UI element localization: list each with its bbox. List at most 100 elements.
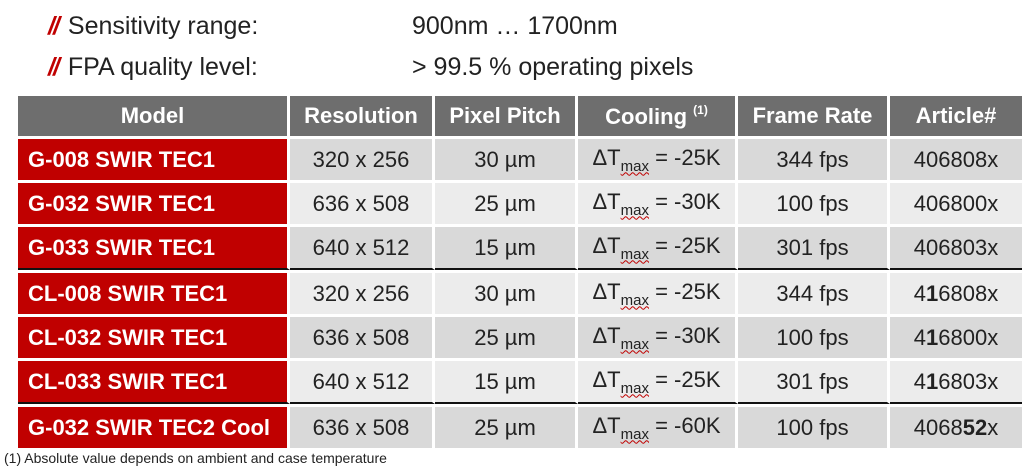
article-prefix: 4068 [913, 414, 963, 440]
delta-t-symbol: ΔT [592, 412, 621, 438]
resolution-cell: 636 x 508 [290, 180, 435, 224]
spec-value: 900nm … 1700nm [412, 12, 618, 40]
spec-label: FPA quality level: [67, 53, 258, 81]
article-prefix: 4 [913, 280, 927, 306]
delta-t-subscript: max [620, 379, 649, 397]
header-article: Article# [890, 96, 1022, 136]
delta-t-subscript: max [620, 157, 649, 175]
pixel-pitch-cell: 30 µm [435, 270, 578, 314]
spec-line-sensitivity: //Sensitivity range: 900nm … 1700nm [48, 8, 618, 44]
resolution-cell: 636 x 508 [290, 404, 435, 448]
article-suffix: x [987, 414, 999, 440]
resolution-cell: 320 x 256 [290, 136, 435, 180]
model-name: CL-032 SWIR TEC1 [18, 314, 290, 358]
frame-rate-cell: 100 fps [738, 404, 890, 448]
pixel-pitch-cell: 25 µm [435, 404, 578, 448]
pixel-pitch-cell: 25 µm [435, 180, 578, 224]
delta-t-value: = -25K [648, 144, 721, 170]
delta-t-value: = -30K [648, 322, 721, 348]
article-cell: 406808x [890, 136, 1022, 180]
cooling-cell: ΔTmax = -30K [578, 180, 738, 224]
article-cell: 406852x [890, 404, 1022, 448]
article-cell: 406800x [890, 180, 1022, 224]
cooling-cell: ΔTmax = -25K [578, 136, 738, 180]
article-highlight: 52 [962, 414, 988, 440]
table-row: G-032 SWIR TEC2 Cool 636 x 508 25 µm ΔTmax … [18, 404, 1022, 448]
model-name: CL-033 SWIR TEC1 [18, 358, 290, 404]
article-highlight: 1 [926, 280, 939, 306]
article-suffix: 6808x [938, 280, 999, 306]
article-cell: 406803x [890, 224, 1022, 270]
table-row: CL-008 SWIR TEC1 320 x 256 30 µm ΔTmax = -2… [18, 270, 1022, 314]
spec-line-fpa-quality: //FPA quality level: > 99.5 % operating … [48, 49, 693, 85]
cooling-cell: ΔTmax = -25K [578, 358, 738, 404]
delta-t-subscript: max [620, 425, 649, 443]
delta-t-subscript: max [620, 201, 649, 219]
model-name: G-032 SWIR TEC2 Cool [18, 404, 290, 448]
delta-t-subscript: max [620, 291, 649, 309]
article-prefix: 40 [913, 234, 939, 260]
article-suffix: 6800x [938, 190, 999, 216]
footnote-marker: (1) [693, 102, 708, 117]
slash-marker-icon: // [48, 12, 60, 40]
table-row: CL-032 SWIR TEC1 636 x 508 25 µm ΔTmax = -3… [18, 314, 1022, 358]
delta-t-symbol: ΔT [592, 366, 621, 392]
article-suffix: 6808x [938, 146, 999, 172]
header-pixel-pitch: Pixel Pitch [435, 96, 578, 136]
pixel-pitch-cell: 15 µm [435, 358, 578, 404]
delta-t-value: = -25K [648, 278, 721, 304]
header-resolution: Resolution [290, 96, 435, 136]
resolution-cell: 320 x 256 [290, 270, 435, 314]
header-model: Model [18, 96, 290, 136]
resolution-cell: 636 x 508 [290, 314, 435, 358]
table-row: G-008 SWIR TEC1 320 x 256 30 µm ΔTmax = -25… [18, 136, 1022, 180]
article-highlight: 1 [926, 324, 939, 350]
resolution-cell: 640 x 512 [290, 224, 435, 270]
camera-models-table: Model Resolution Pixel Pitch Cooling (1)… [18, 96, 1022, 448]
article-prefix: 4 [913, 368, 927, 394]
spec-label: Sensitivity range: [67, 12, 259, 40]
cooling-cell: ΔTmax = -25K [578, 270, 738, 314]
article-prefix: 40 [913, 190, 939, 216]
model-name: G-033 SWIR TEC1 [18, 224, 290, 270]
delta-t-value: = -25K [648, 232, 721, 258]
article-highlight: 1 [926, 368, 939, 394]
delta-t-subscript: max [620, 245, 649, 263]
frame-rate-cell: 100 fps [738, 314, 890, 358]
delta-t-value: = -30K [648, 188, 721, 214]
model-name: G-008 SWIR TEC1 [18, 136, 290, 180]
delta-t-symbol: ΔT [592, 188, 621, 214]
cooling-cell: ΔTmax = -60K [578, 404, 738, 448]
delta-t-value: = -60K [648, 412, 721, 438]
model-name: CL-008 SWIR TEC1 [18, 270, 290, 314]
article-prefix: 40 [913, 146, 939, 172]
article-cell: 416808x [890, 270, 1022, 314]
table-header-row: Model Resolution Pixel Pitch Cooling (1)… [18, 96, 1022, 136]
table-row: G-032 SWIR TEC1 636 x 508 25 µm ΔTmax = -30… [18, 180, 1022, 224]
article-cell: 416800x [890, 314, 1022, 358]
frame-rate-cell: 344 fps [738, 136, 890, 180]
article-cell: 416803x [890, 358, 1022, 404]
pixel-pitch-cell: 15 µm [435, 224, 578, 270]
delta-t-symbol: ΔT [592, 278, 621, 304]
header-frame-rate: Frame Rate [738, 96, 890, 136]
table-row: G-033 SWIR TEC1 640 x 512 15 µm ΔTmax = -25… [18, 224, 1022, 270]
header-cooling-label: Cooling [605, 103, 688, 129]
article-suffix: 6803x [938, 368, 999, 394]
footnote: (1) Absolute value depends on ambient an… [4, 450, 387, 466]
cooling-cell: ΔTmax = -25K [578, 224, 738, 270]
header-cooling: Cooling (1) [578, 96, 738, 136]
frame-rate-cell: 100 fps [738, 180, 890, 224]
resolution-cell: 640 x 512 [290, 358, 435, 404]
article-suffix: 6803x [938, 234, 999, 260]
slash-marker-icon: // [48, 53, 60, 81]
delta-t-symbol: ΔT [592, 232, 621, 258]
model-name: G-032 SWIR TEC1 [18, 180, 290, 224]
article-suffix: 6800x [938, 324, 999, 350]
frame-rate-cell: 301 fps [738, 358, 890, 404]
spec-value: > 99.5 % operating pixels [412, 53, 694, 81]
pixel-pitch-cell: 25 µm [435, 314, 578, 358]
pixel-pitch-cell: 30 µm [435, 136, 578, 180]
cooling-cell: ΔTmax = -30K [578, 314, 738, 358]
frame-rate-cell: 301 fps [738, 224, 890, 270]
